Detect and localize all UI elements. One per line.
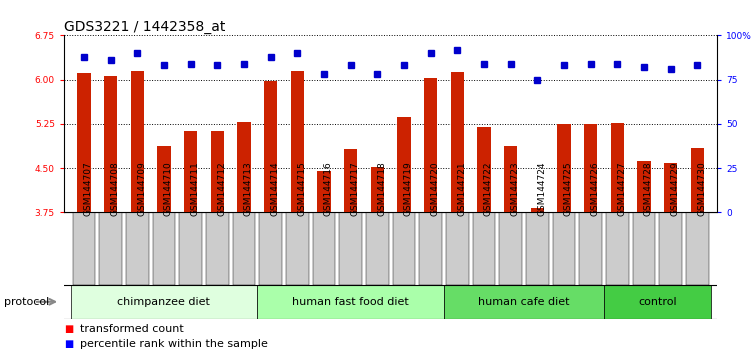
Bar [579, 212, 602, 285]
Text: GSM144710: GSM144710 [164, 161, 173, 216]
Text: human cafe diet: human cafe diet [478, 297, 569, 307]
Bar [131, 72, 144, 212]
Bar [637, 161, 650, 212]
Bar [632, 212, 655, 285]
Text: transformed count: transformed count [80, 324, 184, 333]
Bar [419, 212, 442, 285]
Bar [152, 212, 175, 285]
Text: GSM144712: GSM144712 [217, 161, 226, 216]
Bar [99, 212, 122, 285]
Text: human fast food diet: human fast food diet [292, 297, 409, 307]
Bar [259, 212, 282, 285]
Text: GSM144713: GSM144713 [244, 161, 253, 216]
Bar [206, 212, 228, 285]
Text: GSM144721: GSM144721 [457, 161, 466, 216]
Text: GSM144725: GSM144725 [564, 161, 573, 216]
Bar [344, 149, 357, 212]
Bar [286, 212, 309, 285]
Text: GSM144723: GSM144723 [511, 161, 520, 216]
Bar [73, 212, 95, 285]
Text: GSM144707: GSM144707 [84, 161, 93, 216]
Bar [553, 212, 575, 285]
Text: GSM144715: GSM144715 [297, 161, 306, 216]
Bar [397, 117, 411, 212]
Bar [472, 212, 495, 285]
Bar [393, 212, 415, 285]
Bar [317, 171, 330, 212]
Bar [444, 285, 604, 319]
Bar [257, 285, 444, 319]
Text: GSM144709: GSM144709 [137, 161, 146, 216]
Text: percentile rank within the sample: percentile rank within the sample [80, 339, 268, 349]
Text: GSM144711: GSM144711 [191, 161, 200, 216]
Text: GSM144726: GSM144726 [590, 161, 599, 216]
Bar [264, 81, 277, 212]
Bar [77, 73, 91, 212]
Bar [210, 131, 224, 212]
Bar [184, 131, 198, 212]
Bar [104, 75, 117, 212]
Text: ■: ■ [64, 339, 73, 349]
Text: GDS3221 / 1442358_at: GDS3221 / 1442358_at [64, 21, 225, 34]
Text: GSM144730: GSM144730 [697, 161, 706, 216]
Text: GSM144728: GSM144728 [644, 161, 653, 216]
Text: protocol: protocol [4, 297, 49, 307]
Bar [339, 212, 362, 285]
Bar [233, 212, 255, 285]
Bar [126, 212, 149, 285]
Text: GSM144720: GSM144720 [430, 161, 439, 216]
Bar [71, 285, 257, 319]
Bar [611, 123, 624, 212]
Bar [690, 148, 704, 212]
Bar [584, 124, 597, 212]
Bar [477, 127, 490, 212]
Bar [557, 124, 571, 212]
Text: control: control [638, 297, 677, 307]
Bar [446, 212, 469, 285]
Bar [664, 164, 677, 212]
Bar [366, 212, 388, 285]
Bar [659, 212, 682, 285]
Bar [606, 212, 629, 285]
Bar [179, 212, 202, 285]
Bar [530, 208, 544, 212]
Text: GSM144718: GSM144718 [377, 161, 386, 216]
Text: GSM144708: GSM144708 [110, 161, 119, 216]
Bar [451, 72, 464, 212]
Bar [291, 72, 304, 212]
Bar [526, 212, 548, 285]
Bar [686, 212, 708, 285]
Text: GSM144714: GSM144714 [270, 161, 279, 216]
Bar [499, 212, 522, 285]
Bar [504, 146, 517, 212]
Text: GSM144717: GSM144717 [351, 161, 360, 216]
Text: chimpanzee diet: chimpanzee diet [117, 297, 210, 307]
Bar [604, 285, 710, 319]
Bar [157, 146, 170, 212]
Text: GSM144729: GSM144729 [671, 161, 680, 216]
Text: ■: ■ [64, 324, 73, 333]
Text: GSM144722: GSM144722 [484, 161, 493, 216]
Bar [424, 79, 437, 212]
Text: GSM144716: GSM144716 [324, 161, 333, 216]
Text: GSM144724: GSM144724 [537, 161, 546, 216]
Text: GSM144727: GSM144727 [617, 161, 626, 216]
Bar [237, 122, 251, 212]
Text: GSM144719: GSM144719 [404, 161, 413, 216]
Bar [370, 167, 384, 212]
Bar [312, 212, 335, 285]
